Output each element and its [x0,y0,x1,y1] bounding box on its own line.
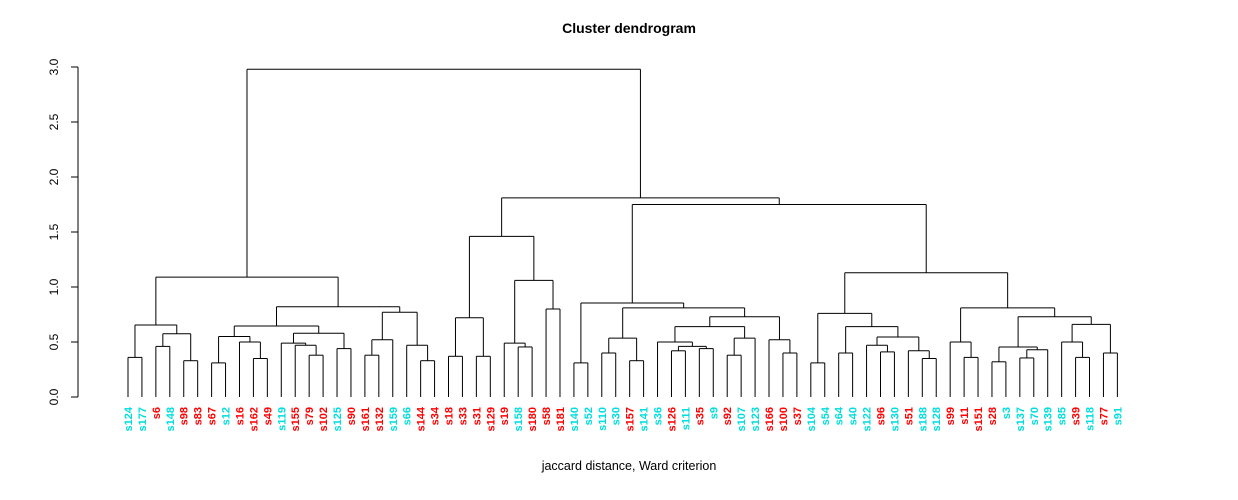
leaf-label: s122 [862,407,874,431]
leaf-label: s111 [680,407,692,430]
leaf-label: s98 [179,407,191,425]
leaf-label: s36 [653,407,665,425]
leaf-label: s148 [165,407,177,431]
leaf-label: s124 [123,406,135,431]
leaf-label: s125 [332,407,344,431]
leaf-label: s49 [262,407,274,425]
y-axis-tick-label: 2.5 [47,113,61,130]
leaf-label: s141 [639,407,651,431]
leaf-label: s90 [346,407,358,425]
leaf-label: s3 [1001,407,1013,419]
leaf-label: s96 [875,407,887,425]
leaf-label: s157 [625,407,637,431]
y-axis-tick-label: 2.0 [47,168,61,185]
chart-title: Cluster dendrogram [562,20,696,36]
leaf-label: s158 [513,407,525,431]
leaf-label: s37 [792,407,804,425]
leaf-label: s66 [402,407,414,425]
leaf-label: s162 [248,407,260,431]
y-axis: 0.0 0.5 1.0 1.5 2.0 2.5 3.0 [47,58,79,405]
leaf-label: s40 [848,407,860,425]
leaf-label: s181 [555,407,567,431]
chart-caption: jaccard distance, Ward criterion [541,459,717,473]
leaf-label: s34 [430,406,442,425]
leaf-label: s28 [987,407,999,425]
leaf-label: s11 [959,407,971,425]
leaf-label: s123 [750,407,762,431]
leaf-label: s91 [1112,407,1124,425]
leaf-label: s92 [722,407,734,425]
leaf-label: s30 [611,407,623,425]
leaf-label: s104 [806,406,818,431]
leaf-label: s161 [360,407,372,431]
leaf-label: s51 [903,407,915,425]
leaf-label: s140 [569,407,581,431]
leaf-label: s139 [1043,407,1055,431]
leaf-labels: s124 s177 s6 s148 s98 s83 s67 s12 s16 s162 s49 s119… [123,406,1124,431]
leaf-label: s67 [207,407,219,425]
leaf-label: s99 [945,407,957,425]
leaf-label: s119 [276,407,288,431]
leaf-label: s9 [708,407,720,419]
leaf-label: s77 [1098,407,1110,425]
y-axis-tick-label: 1.0 [47,278,61,295]
leaf-label: s166 [764,407,776,431]
leaf-label: s188 [917,407,929,431]
leaf-label: s58 [541,407,553,425]
leaf-label: s85 [1057,407,1069,425]
leaf-label: s83 [193,407,205,425]
leaf-label: s35 [694,407,706,425]
leaf-label: s130 [889,407,901,431]
leaf-label: s129 [485,407,497,431]
leaf-label: s180 [527,407,539,431]
leaf-label: s12 [221,407,233,425]
leaf-label: s132 [374,407,386,431]
leaf-label: s177 [137,407,149,431]
leaf-label: s70 [1029,407,1041,425]
y-axis-tick-label: 0.5 [47,333,61,350]
leaf-label: s155 [290,407,302,431]
leaf-label: s52 [583,407,595,425]
leaf-label: s137 [1015,407,1027,431]
leaf-label: s79 [304,407,316,425]
leaf-label: s19 [499,407,511,425]
leaf-label: s151 [973,407,985,431]
leaf-label: s18 [444,407,456,425]
leaf-label: s102 [318,407,330,431]
leaf-label: s33 [457,407,469,425]
leaf-label: s39 [1071,407,1083,425]
leaf-label: s128 [931,407,943,431]
leaf-label: s31 [471,407,483,425]
leaf-label: s159 [388,407,400,431]
leaf-label: s100 [778,407,790,431]
leaf-label: s107 [736,407,748,431]
y-axis-tick-label: 1.5 [47,223,61,240]
y-axis-tick-label: 0.0 [47,388,61,405]
leaf-label: s118 [1085,407,1097,431]
leaf-label: s110 [597,407,609,431]
dendrogram-tree [127,68,1118,397]
leaf-label: s144 [416,406,428,431]
leaf-label: s64 [834,406,846,425]
y-axis-tick-label: 3.0 [47,58,61,75]
leaf-label: s54 [820,406,832,425]
leaf-label: s6 [151,407,163,419]
leaf-label: s16 [234,407,246,425]
leaf-label: s126 [666,407,678,431]
